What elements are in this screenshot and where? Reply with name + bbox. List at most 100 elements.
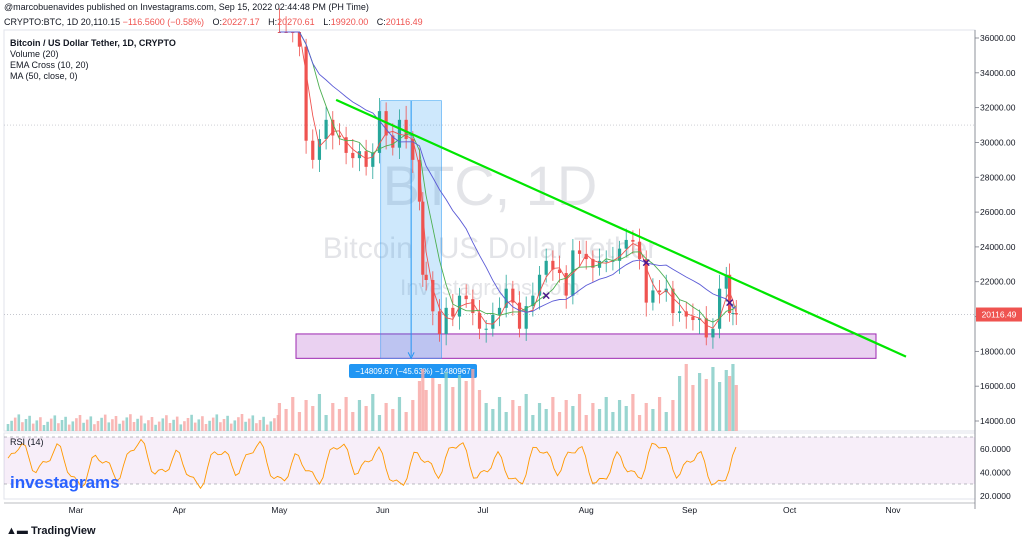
volume-bar [139,415,143,431]
candle-body [464,295,468,300]
volume-bar [451,387,455,431]
candle-body [337,135,342,138]
volume-bar [93,424,96,431]
volume-bar [258,420,262,431]
volume-bar [226,415,229,431]
volume-bar [265,424,269,431]
volume-bar [734,385,738,431]
volume-bar [604,397,608,431]
volume-bar [193,422,197,431]
measure-label: −14809.67 (−45.63%) −1480967 [349,364,477,378]
volume-bar [6,424,10,431]
volume-bar [229,423,233,431]
volume-bar [457,375,462,431]
volume-bar [317,394,322,431]
candle-body [417,159,422,202]
candle-body [497,307,502,315]
volume-bar [247,418,251,431]
volume-bar [331,403,335,431]
rsi-tick-label: 60.0000 [980,444,1011,454]
low-label: L: [323,17,331,27]
tradingview-text: TradingView [30,525,96,537]
rsi-band [4,437,975,484]
measure-arrowhead [407,352,415,360]
legend-volume[interactable]: Volume (20) [10,49,59,59]
volume-bar [10,420,13,431]
candle-body [644,259,648,303]
volume-bar [190,414,193,431]
candle-body [657,290,662,293]
volume-bar [477,390,482,431]
volume-bar [204,424,208,431]
candle-body [604,260,608,262]
volume-bar [297,412,302,431]
candle-body [551,260,555,270]
x-tick-label: Oct [783,505,797,515]
legend-ma[interactable]: MA (50, close, 0) [10,71,78,81]
volume-bar [172,419,175,431]
candle-body [331,119,335,136]
volume-bar [179,424,183,431]
x-tick-label: Mar [69,505,84,515]
cross-marker [726,299,734,307]
last-price-tag-text: 20116.49 [982,310,1017,320]
volume-bar [82,422,85,431]
candle-body [377,111,382,153]
watermark-site: Investagrams.com [400,275,580,300]
volume-bar [631,394,635,431]
candle-body [371,152,375,167]
volume-bar [118,423,121,431]
rsi-legend[interactable]: RSI (14) [10,437,44,447]
candle-body [677,311,682,314]
low-value: 19920.00 [330,17,369,27]
candle-body [291,32,295,33]
candle-body [611,260,615,262]
volume-bar [691,385,695,431]
volume-bar [244,421,247,431]
y-tick-label: 34000.00 [980,68,1016,78]
volume-bar [564,400,568,431]
volume-bar [551,397,555,431]
volume-bar [215,414,219,431]
volume-bar [107,422,111,431]
volume-bar [114,416,118,431]
volume-bar [233,420,237,431]
volume-bar [132,422,136,431]
volume-bar [471,369,475,431]
cross-marker [642,259,650,267]
candle-body [511,288,515,303]
candle-body [564,273,568,296]
candle-body [584,253,588,260]
volume-bar [273,418,276,431]
volume-bar [129,414,132,431]
x-tick-label: Jun [376,505,390,515]
volume-bar [337,409,342,431]
close-label: C: [376,17,386,27]
volume-bar [417,381,422,431]
ma-line-1 [279,31,737,329]
legend-ema[interactable]: EMA Cross (10, 20) [10,60,89,70]
tradingview-logo: ▲▬ TradingView [6,525,96,537]
candle-body [704,318,708,338]
x-tick-label: Sep [682,505,697,515]
candle-body [421,201,425,275]
y-tick-label: 26000.00 [980,207,1016,217]
candle-body [557,269,562,274]
candle-body [728,274,732,314]
volume-bar [311,406,315,431]
volume-bar [431,378,435,431]
volume-bar [731,364,735,431]
volume-bar [517,406,522,431]
volume-bar [208,420,211,431]
volume-bar [21,422,24,431]
volume-bar [24,419,28,431]
volume-bar [724,370,728,431]
volume-bar [484,403,488,431]
candle-body [324,119,328,139]
volume-bar [186,418,190,431]
volume-bar [571,406,575,431]
high-label: H: [268,17,278,27]
tv-icon: ▲▬ [6,525,31,537]
y-tick-label: 30000.00 [980,137,1016,147]
